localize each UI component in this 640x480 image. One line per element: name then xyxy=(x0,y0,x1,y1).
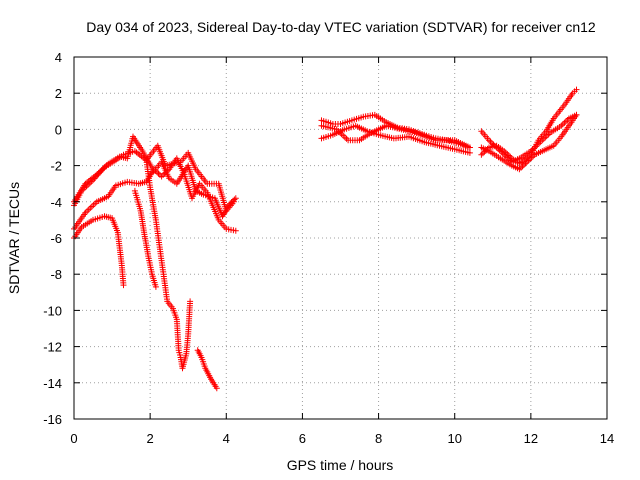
x-tick-label: 8 xyxy=(375,431,382,446)
plot-frame xyxy=(73,56,608,420)
x-tick-label: 2 xyxy=(147,431,154,446)
y-tick-label: 4 xyxy=(55,50,62,65)
x-tick-label: 6 xyxy=(299,431,306,446)
series-track-l xyxy=(478,86,580,167)
series-track-f xyxy=(143,157,194,372)
y-tick-label: 0 xyxy=(55,122,62,137)
marker-path xyxy=(143,157,194,372)
y-tick-labels: 4 2 0 -2 -4 -6 -8 -10 -12 -14 -16 xyxy=(43,50,62,427)
series-track-j xyxy=(318,122,473,151)
x-tick-label: 12 xyxy=(524,431,538,446)
x-tick-label: 14 xyxy=(600,431,614,446)
chart-title: Day 034 of 2023, Sidereal Day-to-day VTE… xyxy=(86,19,596,35)
marker-path xyxy=(318,122,473,151)
y-tick-label: -8 xyxy=(50,267,62,282)
grid xyxy=(74,57,607,419)
x-axis-label: GPS time / hours xyxy=(287,457,394,473)
y-axis-label: SDTVAR / TECUs xyxy=(6,182,22,294)
y-tick-label: -12 xyxy=(43,340,62,355)
y-tick-label: -2 xyxy=(50,159,62,174)
marker-path xyxy=(194,347,220,392)
y-tick-label: -10 xyxy=(43,303,62,318)
x-tick-label: 0 xyxy=(70,431,77,446)
x-tick-labels: 0 2 4 6 8 10 12 14 xyxy=(70,431,614,446)
series-track-m xyxy=(478,111,580,173)
x-tick-label: 4 xyxy=(223,431,230,446)
series-track-e xyxy=(131,187,159,290)
y-tick-label: -4 xyxy=(50,195,62,210)
tick-marks xyxy=(73,56,608,420)
x-tick-label: 10 xyxy=(447,431,461,446)
series-track-g xyxy=(194,347,220,392)
y-tick-label: -16 xyxy=(43,412,62,427)
y-tick-label: -14 xyxy=(43,376,62,391)
marker-path xyxy=(478,86,580,167)
y-tick-label: 2 xyxy=(55,86,62,101)
marker-path xyxy=(478,111,580,173)
series-points xyxy=(71,86,580,392)
marker-path xyxy=(131,187,159,290)
y-tick-label: -6 xyxy=(50,231,62,246)
